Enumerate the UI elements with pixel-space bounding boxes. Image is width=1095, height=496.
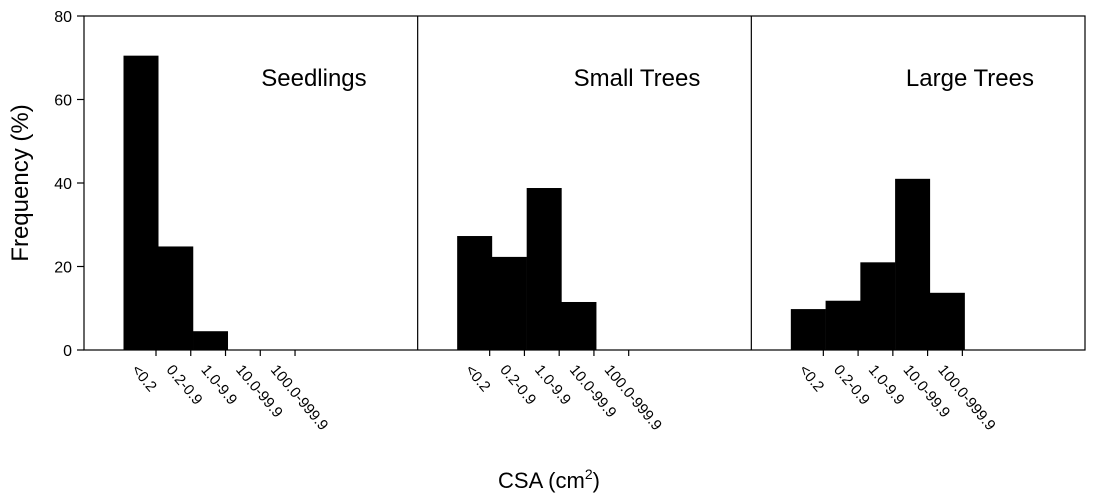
bar (929, 292, 965, 350)
x-tick-label: 1.0-9.9 (197, 362, 240, 409)
bar (860, 262, 896, 350)
y-tick-label: 80 (54, 9, 72, 26)
x-axis-label-superscript: 2 (585, 466, 593, 482)
x-axis-label-close: ) (593, 468, 600, 493)
panel-title: Large Trees (906, 65, 1034, 92)
panel-title: Seedlings (261, 65, 366, 92)
x-tick-label: <0.2 (128, 362, 160, 396)
x-tick-label: 1.0-9.9 (865, 362, 908, 409)
bar (895, 178, 931, 350)
x-tick-label: 0.2-0.9 (496, 362, 539, 409)
y-tick-label: 20 (54, 260, 72, 277)
panel-titles: Seedlings Small Trees Large Trees (261, 65, 1034, 92)
bar (491, 256, 527, 350)
x-tick-label: <0.2 (462, 362, 494, 396)
y-tick-label: 0 (63, 343, 72, 360)
y-axis: 0 20 40 60 80 (54, 9, 84, 360)
x-axis-label-text: CSA (cm (498, 468, 585, 493)
x-tick-label: <0.2 (795, 362, 827, 396)
x-tick-label: 0.2-0.9 (830, 362, 873, 409)
x-axis-label: CSA (cm2) (498, 466, 600, 493)
bar (825, 300, 861, 350)
y-tick-label: 40 (54, 176, 72, 193)
bar (561, 301, 597, 350)
bar (193, 331, 229, 350)
bar (526, 188, 562, 350)
bars (123, 55, 965, 350)
x-tick-label: 0.2-0.9 (163, 362, 206, 409)
y-tick-label: 60 (54, 93, 72, 110)
bar (158, 246, 194, 350)
x-tick-label: 1.0-9.9 (531, 362, 574, 409)
panel-title: Small Trees (574, 65, 701, 92)
bar (123, 55, 159, 350)
bar (790, 309, 826, 350)
y-axis-label: Frequency (%) (7, 104, 34, 261)
bar (457, 236, 493, 350)
